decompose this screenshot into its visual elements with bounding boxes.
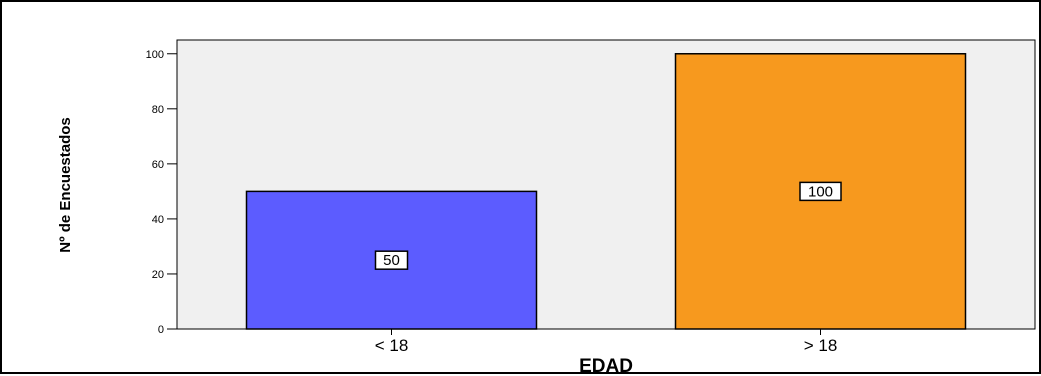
y-tick-label: 0 — [158, 324, 164, 336]
x-axis: < 18 > 18 — [375, 329, 838, 355]
y-tick-label: 60 — [152, 159, 164, 171]
data-label-box — [374, 250, 409, 270]
y-tick-label: 100 — [146, 49, 164, 61]
data-label: 100 — [808, 183, 833, 200]
x-tick-label: < 18 — [375, 336, 409, 355]
y-tick-label: 80 — [152, 104, 164, 116]
data-label-box — [799, 181, 842, 202]
y-axis-label: Nº de Encuestados — [57, 117, 74, 253]
x-tick-label: > 18 — [804, 336, 838, 355]
y-axis: 0 20 40 60 80 100 — [146, 49, 177, 336]
bars: 50 100 — [245, 53, 967, 330]
y-tick-label: 20 — [152, 269, 164, 281]
x-axis-label: EDAD — [579, 356, 633, 376]
data-label: 50 — [383, 252, 400, 269]
y-tick-label: 40 — [152, 214, 164, 226]
